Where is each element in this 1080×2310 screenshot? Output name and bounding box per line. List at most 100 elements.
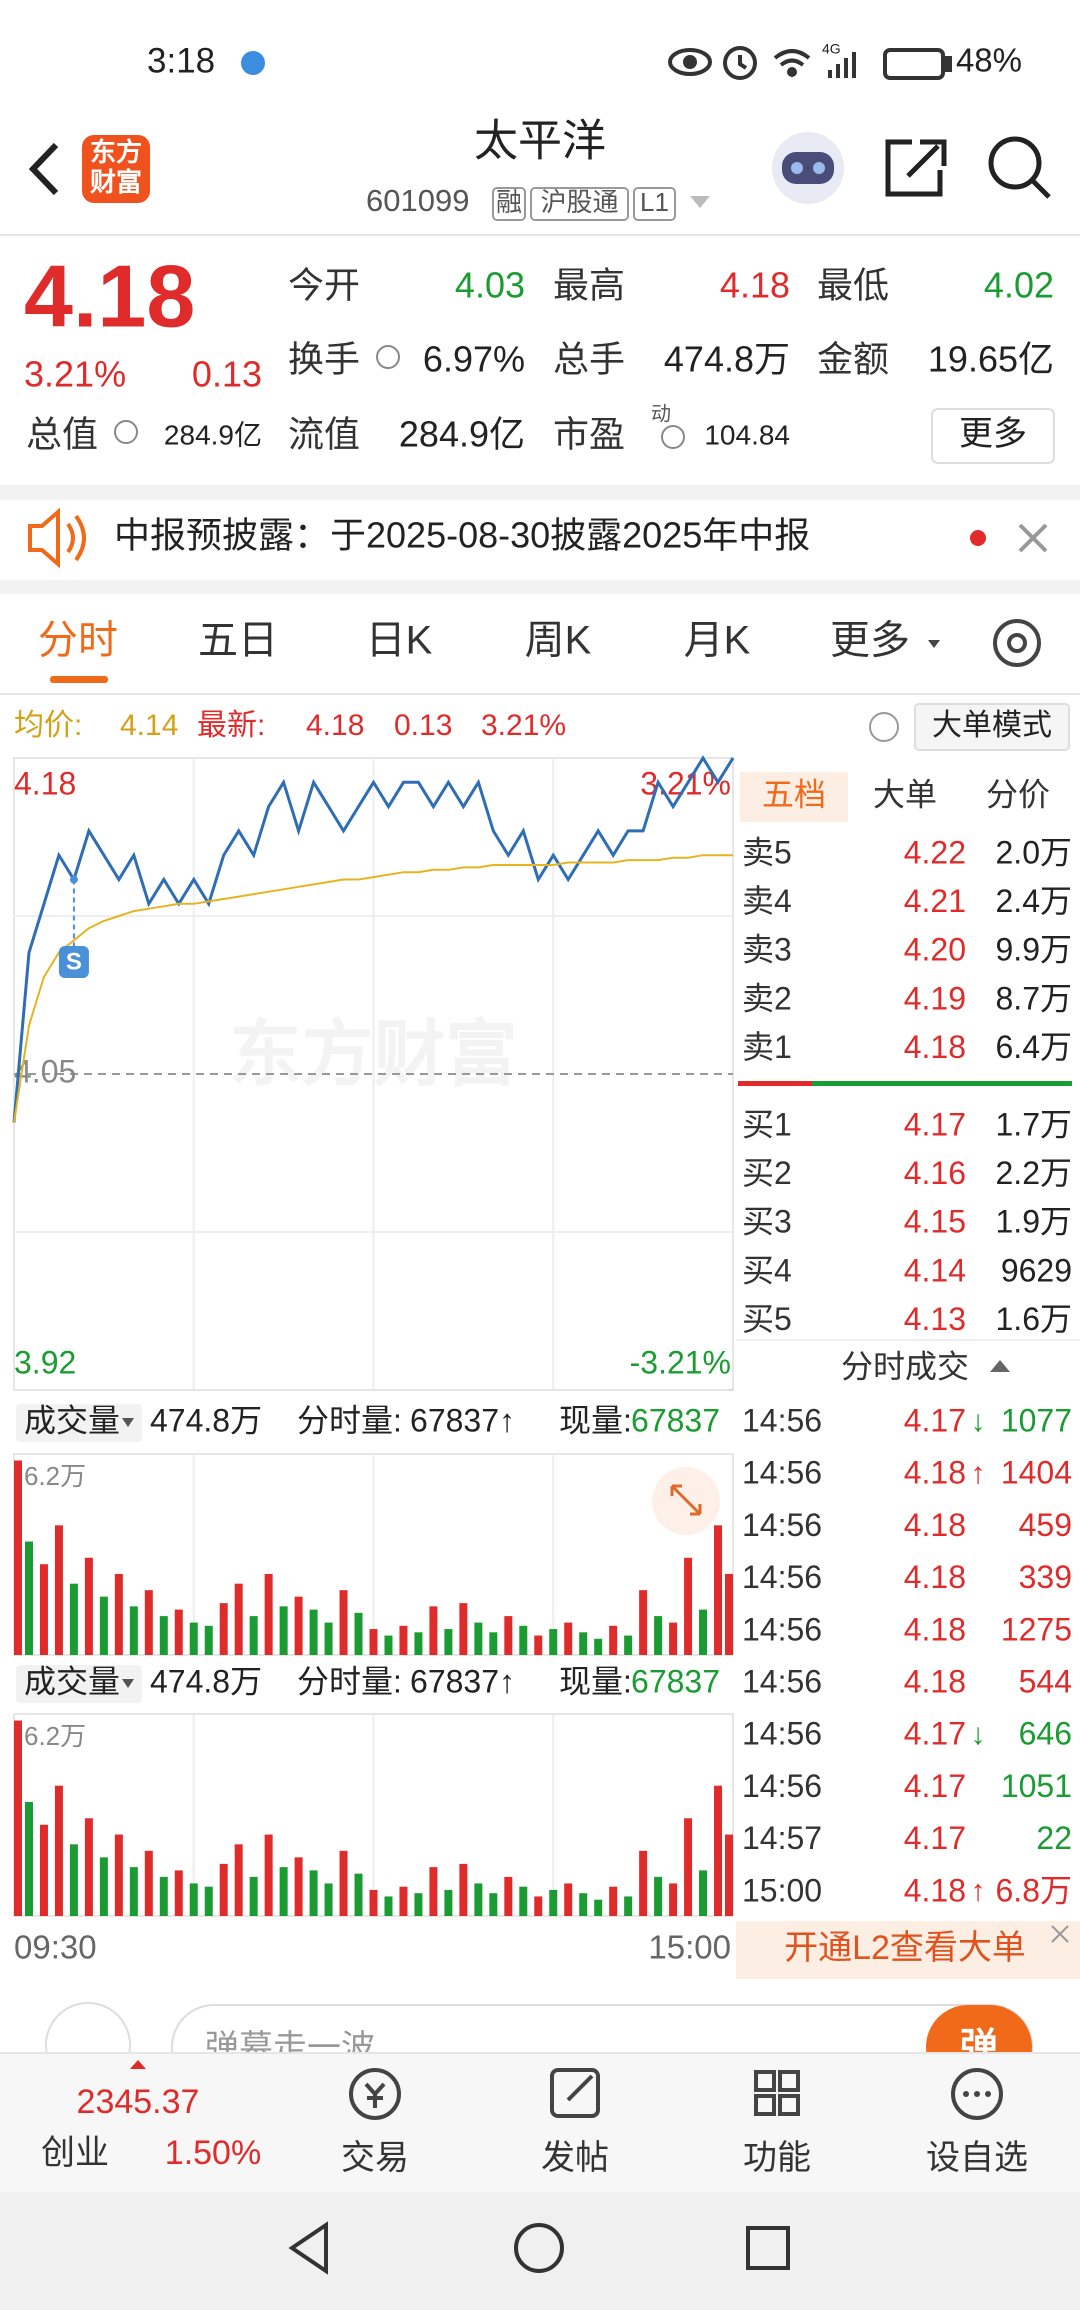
book-tab[interactable]: 大单 bbox=[873, 776, 937, 812]
big-order-text[interactable]: 大单模式 bbox=[932, 709, 1052, 742]
book-volume: 2.2万 bbox=[996, 1155, 1073, 1191]
volume-total: 474.8万 bbox=[150, 1663, 262, 1699]
dropdown-box[interactable] bbox=[16, 1665, 142, 1703]
stock-name: 太平洋 bbox=[474, 117, 606, 166]
search-button[interactable] bbox=[988, 136, 1051, 199]
settings-button[interactable] bbox=[993, 619, 1041, 667]
volume-bar bbox=[39, 1564, 48, 1655]
book-price: 4.13 bbox=[904, 1301, 966, 1337]
share-button[interactable] bbox=[885, 139, 947, 197]
volume-bar bbox=[624, 1635, 633, 1655]
volume-bar bbox=[234, 1844, 243, 1916]
volume-bar bbox=[84, 1818, 93, 1916]
nav-item[interactable]: 功能 bbox=[743, 2139, 811, 2177]
tab[interactable]: 五日 bbox=[198, 619, 278, 663]
volume-bar bbox=[624, 1896, 633, 1916]
volume-bar bbox=[534, 1896, 543, 1916]
trade-price: 4.18 bbox=[904, 1455, 966, 1491]
now-volume: 67837 bbox=[631, 1663, 720, 1699]
tab[interactable]: 更多 bbox=[830, 619, 910, 663]
book-tab[interactable]: 分价 bbox=[986, 776, 1050, 812]
trade-volume: 646 bbox=[1019, 1716, 1072, 1752]
book-level: 卖5 bbox=[742, 834, 792, 870]
field-label: 市盈 bbox=[553, 414, 625, 455]
book-price: 4.16 bbox=[904, 1155, 966, 1191]
stock-tag: L1 bbox=[640, 187, 669, 217]
volume-bar bbox=[279, 1867, 288, 1916]
tag-box bbox=[633, 187, 676, 221]
field-label: 流值 bbox=[288, 414, 360, 455]
more-button-text[interactable]: 更多 bbox=[959, 415, 1027, 453]
trade-volume: 1051 bbox=[1001, 1768, 1072, 1804]
volume-bar bbox=[669, 1883, 678, 1916]
trade-arrow: ↑ bbox=[971, 1457, 986, 1490]
dropdown[interactable] bbox=[690, 196, 710, 208]
nav-icons bbox=[349, 2068, 1003, 2120]
book-level: 买5 bbox=[742, 1301, 792, 1337]
volume-label[interactable]: 成交量 bbox=[24, 1402, 120, 1438]
nav-item[interactable]: 交易 bbox=[341, 2139, 409, 2177]
info-avg-label: 均价: bbox=[14, 709, 82, 742]
field-value: 104.84 bbox=[704, 419, 790, 450]
info-avg: 4.14 bbox=[120, 709, 178, 742]
close-button[interactable] bbox=[1051, 1925, 1069, 1943]
trade-time: 14:56 bbox=[742, 1507, 822, 1543]
volume-bar bbox=[219, 1603, 228, 1655]
more-button[interactable] bbox=[931, 408, 1055, 464]
volume-bar bbox=[159, 1876, 168, 1916]
nav-item[interactable]: 发帖 bbox=[541, 2139, 609, 2177]
field-label: 总手 bbox=[553, 339, 625, 380]
volume-bar bbox=[504, 1616, 513, 1655]
volume-bar bbox=[54, 1525, 63, 1655]
book-tab[interactable]: 五档 bbox=[762, 776, 826, 812]
close-button[interactable] bbox=[1018, 523, 1048, 553]
period-label: 分时量: bbox=[297, 1402, 402, 1438]
info-change: 0.13 bbox=[394, 709, 452, 742]
volume-bar bbox=[579, 1893, 588, 1916]
volume-bar bbox=[399, 1886, 408, 1916]
l2-banner[interactable]: 开通L2查看大单 bbox=[784, 1929, 1026, 1967]
volume-bar bbox=[129, 1867, 138, 1916]
help-icon[interactable] bbox=[869, 712, 899, 742]
tab[interactable]: 日K bbox=[366, 619, 433, 663]
book-price: 4.19 bbox=[904, 980, 966, 1016]
volume-bar bbox=[429, 1606, 438, 1655]
volume-bar bbox=[474, 1622, 483, 1655]
trade-time: 14:56 bbox=[742, 1455, 822, 1491]
dropdown-box[interactable] bbox=[16, 1404, 142, 1442]
tab[interactable]: 月K bbox=[684, 619, 751, 663]
back-button[interactable] bbox=[28, 142, 59, 196]
book-price: 4.17 bbox=[904, 1106, 966, 1142]
nav-item[interactable]: 设自选 bbox=[926, 2139, 1028, 2177]
period-label: 分时量: bbox=[297, 1663, 402, 1699]
book-price: 4.21 bbox=[904, 883, 966, 919]
trade-arrow: ↑ bbox=[971, 1875, 986, 1908]
dropdown[interactable] bbox=[928, 640, 940, 648]
divider-red bbox=[738, 1081, 812, 1086]
l2-banner-bg[interactable] bbox=[736, 1921, 1080, 1979]
x-tick-label: 09:30 bbox=[14, 1929, 97, 1966]
system-nav-buttons[interactable] bbox=[288, 2221, 790, 2275]
tab[interactable]: 分时 bbox=[38, 619, 118, 663]
volume-bar bbox=[725, 1573, 733, 1655]
field-value: 4.02 bbox=[984, 265, 1054, 306]
trade-volume: 1275 bbox=[1001, 1611, 1072, 1647]
sort-arrow[interactable] bbox=[990, 1360, 1010, 1372]
book-level: 买1 bbox=[742, 1106, 792, 1142]
field-value: 19.65亿 bbox=[928, 339, 1054, 380]
volume-label[interactable]: 成交量 bbox=[24, 1663, 120, 1699]
volume-bar bbox=[294, 1596, 303, 1655]
tab[interactable]: 周K bbox=[525, 619, 592, 663]
change-pct: 3.21% bbox=[24, 354, 126, 395]
book-price: 4.15 bbox=[904, 1204, 966, 1240]
volume-bar bbox=[324, 1883, 333, 1916]
y-tick-label: 6.2万 bbox=[24, 1721, 86, 1751]
volume-bar bbox=[519, 1625, 528, 1655]
volume-bar bbox=[699, 1609, 708, 1655]
volume-bar bbox=[189, 1883, 198, 1916]
info-icons bbox=[114, 345, 685, 449]
volume-bar bbox=[549, 1629, 558, 1655]
signal-text: S bbox=[66, 948, 82, 975]
big-order-button[interactable] bbox=[914, 703, 1070, 751]
notice-text: 中报预披露：于2025-08-30披露2025年中报 bbox=[114, 515, 810, 556]
